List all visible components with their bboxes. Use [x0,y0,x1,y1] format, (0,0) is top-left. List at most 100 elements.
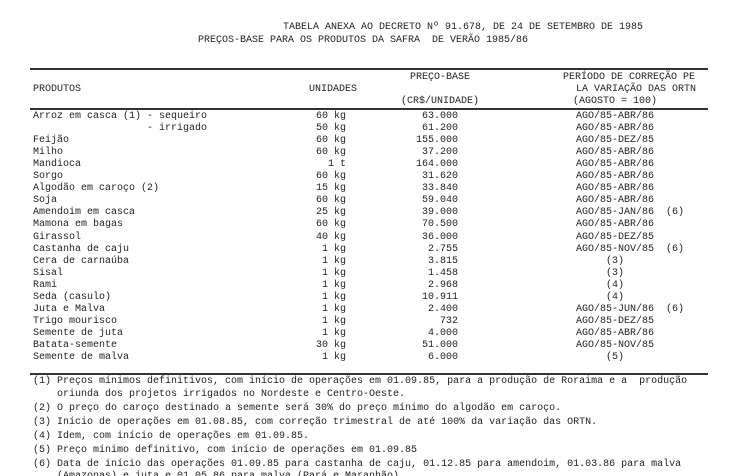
period-cell: AGO/85-ABR/86 [575,123,654,135]
price-cell: 70.500 [421,219,458,231]
unit-cell: 15 kg [315,183,346,195]
unit-cell: 50 kg [315,123,346,135]
price-cell: 39.000 [421,207,458,219]
note-cell: (6) [666,303,685,315]
period-cell: AGO/85-ABR/86 [575,171,654,183]
product-cell: Sisal [33,267,64,279]
period-cell: AGO/85-DEZ/85 [575,135,654,147]
period-cell: AGO/85-JAN/86 [575,207,654,219]
period-cell: (4) [605,291,624,303]
product-cell: Trigo mourisco [33,315,118,327]
table-top-rule [30,68,708,70]
header-periodo-2: LA VARIAÇÃO DAS ORTN [576,84,697,95]
period-cell: (3) [605,255,624,267]
price-cell: 2.968 [427,279,458,291]
footnote: (6) Data de início das operações 01.09.8… [33,458,682,476]
product-cell: Batata-semente [33,339,118,351]
period-cell: AGO/85-ABR/86 [575,159,654,171]
price-cell: 51.000 [421,339,458,351]
price-cell: 37.200 [421,147,458,159]
period-cell: AGO/85-DEZ/85 [575,315,654,327]
product-cell: Mandioca [33,159,82,171]
period-cell: (3) [605,267,624,279]
price-cell: 36.000 [421,231,458,243]
unit-cell: 1 kg [321,327,346,339]
unit-cell: 60 kg [315,135,346,147]
header-rule [30,108,708,110]
unit-cell: 1 kg [321,255,346,267]
price-cell: 3.815 [427,255,458,267]
price-cell: 1.458 [427,267,458,279]
footnote: (4) Idem, com início de operações em 01.… [33,430,310,442]
unit-cell: 1 kg [321,267,346,279]
unit-cell: 1 kg [321,291,346,303]
product-cell: Semente de juta [33,327,124,339]
price-cell: 6.000 [427,352,458,363]
unit-cell: 1 t [327,159,346,171]
price-cell: 10.911 [421,291,458,303]
product-cell: Girassol [33,231,82,243]
unit-cell: 40 kg [315,231,346,243]
product-cell: Cera de carnaúba [33,255,130,267]
product-cell: Arroz em casca (1) - sequeiro [33,111,208,122]
product-cell: Seda (casulo) [33,291,112,303]
document-title: TABELA ANEXA AO DECRETO Nº 91.678, DE 24… [283,22,644,33]
period-cell: AGO/85-DEZ/85 [575,231,654,243]
product-cell: Milho [33,147,64,159]
price-cell: 59.040 [421,195,458,207]
note-cell: (6) [666,243,685,255]
unit-cell: 60 kg [315,219,346,231]
unit-cell: 30 kg [315,339,346,351]
footnote: (1) Preços mínimos definitivos, com iníc… [33,376,688,400]
period-cell: AGO/85-NOV/85 [575,339,654,351]
product-cell: Amendoim em casca [33,207,136,219]
product-cell: Castanha de caju [33,243,130,255]
product-cell: Feijão [33,135,70,147]
period-cell: AGO/85-ABR/86 [575,195,654,207]
unit-cell: 1 kg [321,315,346,327]
product-cell: Algodão em caroço (2) [33,183,160,195]
unit-cell: 60 kg [315,111,346,122]
price-cell: 4.000 [427,327,458,339]
price-cell: 2.400 [427,303,458,315]
unit-cell: 1 kg [321,352,346,363]
header-preco: PREÇO-BASE [409,72,470,83]
price-cell: 31.620 [421,171,458,183]
product-cell: Juta e Malva [33,303,106,315]
price-cell: 2.755 [427,243,458,255]
period-cell: AGO/85-ABR/86 [575,111,654,122]
document-subtitle: PREÇOS-BASE PARA OS PRODUTOS DA SAFRA DE… [198,35,529,46]
product-cell: Sorgo [33,171,64,183]
footnote: (2) O preço do caroço destinado a sement… [33,402,562,414]
header-periodo-3: (AGOSTO = 100) [572,96,657,107]
period-cell: AGO/85-ABR/86 [575,327,654,339]
price-cell: 63.000 [421,111,458,122]
table-bottom-rule [30,373,708,375]
product-cell: Rami [33,279,58,291]
price-cell: 61.200 [421,123,458,135]
unit-cell: 1 kg [321,279,346,291]
unit-cell: 60 kg [315,195,346,207]
header-unidades: UNIDADES [309,84,358,95]
unit-cell: 1 kg [321,303,346,315]
period-cell: AGO/85-ABR/86 [575,183,654,195]
product-cell: - irrigado [33,123,208,135]
price-cell: 732 [439,315,458,327]
unit-cell: 1 kg [321,243,346,255]
unit-cell: 25 kg [315,207,346,219]
price-cell: 33.840 [421,183,458,195]
product-cell: Soja [33,195,58,207]
unit-cell: 60 kg [315,147,346,159]
period-cell: (5) [605,352,624,363]
footnote: (3) Início de operações em 01.08.85, com… [33,416,598,428]
period-cell: AGO/85-ABR/86 [575,147,654,159]
header-periodo: PERÍODO DE CORREÇÃO PE [563,72,696,83]
price-cell: 155.000 [415,135,458,147]
note-cell: (6) [666,207,685,219]
price-cell: 164.000 [415,159,458,171]
footnote: (5) Preço mínimo definitivo, com início … [33,444,418,456]
period-cell: AGO/85-ABR/86 [575,219,654,231]
header-produtos: PRODUTOS [33,84,82,95]
unit-cell: 60 kg [315,171,346,183]
